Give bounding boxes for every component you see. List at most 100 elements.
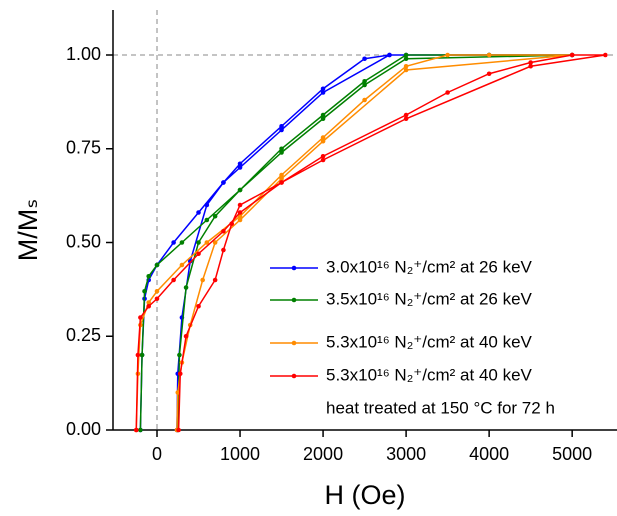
data-point <box>320 157 326 163</box>
y-tick-label: 0.25 <box>66 325 101 345</box>
legend-note: heat treated at 150 °C for 72 h <box>326 398 555 417</box>
data-point <box>362 97 367 103</box>
data-point <box>237 165 243 170</box>
data-point <box>138 427 143 433</box>
y-tick-label: 0.50 <box>66 231 101 251</box>
data-point <box>171 277 176 283</box>
legend-marker <box>291 297 297 303</box>
legend-label: 5.3x10¹⁶ N₂⁺/cm² at 40 keV <box>326 332 533 351</box>
legend-label: 5.3x10¹⁶ N₂⁺/cm² at 40 keV <box>326 365 533 384</box>
legend-marker <box>291 373 297 379</box>
data-point <box>362 56 367 62</box>
data-point <box>229 221 235 227</box>
y-axis-label: M/Mₛ <box>13 199 43 262</box>
data-point <box>320 112 326 118</box>
data-point <box>187 258 193 264</box>
data-point <box>320 138 326 144</box>
data-point <box>146 303 152 309</box>
data-point <box>138 315 143 320</box>
data-point <box>237 202 243 208</box>
x-tick-label: 2000 <box>303 444 343 464</box>
data-point <box>176 427 181 433</box>
x-tick-label: 0 <box>152 444 162 464</box>
data-point <box>486 52 492 58</box>
data-point <box>486 71 492 77</box>
data-point <box>237 210 243 215</box>
data-point <box>569 52 575 58</box>
x-tick-label: 4000 <box>469 444 509 464</box>
data-point <box>204 240 210 245</box>
data-point <box>200 277 205 283</box>
data-point <box>603 52 608 58</box>
data-point <box>237 213 243 219</box>
data-point <box>237 187 243 193</box>
data-point <box>403 56 409 62</box>
data-point <box>279 123 284 129</box>
data-point <box>279 172 284 178</box>
data-point <box>179 262 185 268</box>
data-point <box>171 240 176 245</box>
x-tick-label: 5000 <box>552 444 592 464</box>
data-point <box>320 153 326 159</box>
data-point <box>175 390 181 395</box>
data-point <box>212 240 218 245</box>
x-tick-label: 3000 <box>386 444 426 464</box>
data-point <box>221 228 226 234</box>
data-point <box>279 150 284 155</box>
data-point <box>279 180 284 185</box>
data-point <box>362 82 367 88</box>
data-point <box>403 116 409 122</box>
data-point <box>320 90 326 95</box>
legend-marker <box>291 265 297 271</box>
x-axis-label: H (Oe) <box>325 480 406 510</box>
data-point <box>362 78 367 84</box>
data-point <box>135 352 141 358</box>
data-point <box>320 86 326 92</box>
data-point <box>146 273 152 279</box>
data-point <box>528 60 533 65</box>
data-point <box>133 427 139 433</box>
data-point <box>403 52 409 58</box>
data-point <box>142 288 147 294</box>
data-point <box>279 127 284 133</box>
data-point <box>177 352 182 358</box>
data-point <box>237 217 243 223</box>
data-point <box>154 288 160 294</box>
data-point <box>154 262 160 268</box>
y-tick-label: 1.00 <box>66 44 101 64</box>
y-tick-label: 0.00 <box>66 419 101 439</box>
data-point <box>528 63 533 69</box>
data-point <box>221 180 226 185</box>
data-point <box>279 146 284 152</box>
data-point <box>320 135 326 140</box>
data-point <box>183 333 189 339</box>
data-point <box>204 202 210 208</box>
data-point <box>179 240 185 245</box>
data-point <box>445 52 450 58</box>
data-point <box>196 240 201 245</box>
data-point <box>387 52 392 58</box>
data-point <box>196 251 201 257</box>
data-point <box>196 210 201 215</box>
data-point <box>403 63 409 69</box>
data-point <box>196 303 201 309</box>
data-point <box>212 213 218 219</box>
data-point <box>320 116 326 122</box>
data-point <box>154 296 160 302</box>
data-point <box>177 371 183 377</box>
data-point <box>279 176 284 182</box>
data-point <box>221 247 226 253</box>
legend-label: 3.0x10¹⁶ N₂⁺/cm² at 26 keV <box>326 257 533 276</box>
data-point <box>146 300 152 305</box>
data-point <box>212 277 218 283</box>
x-tick-label: 1000 <box>220 444 260 464</box>
data-point <box>445 90 450 95</box>
data-point <box>204 217 210 223</box>
data-point <box>403 67 409 73</box>
data-point <box>139 352 145 358</box>
data-point <box>237 161 243 167</box>
legend-label: 3.5x10¹⁶ N₂⁺/cm² at 26 keV <box>326 289 533 308</box>
legend-marker <box>291 340 297 346</box>
data-point <box>403 112 409 118</box>
